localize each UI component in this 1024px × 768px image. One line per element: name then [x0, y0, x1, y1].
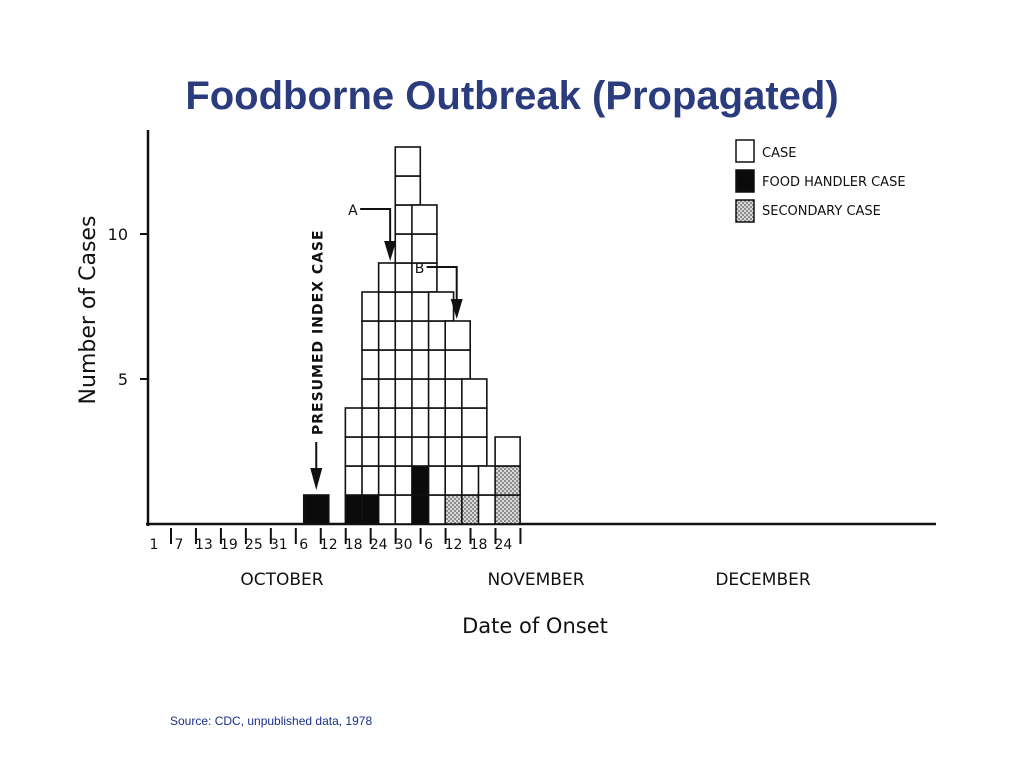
bar-cell-food-handler [302, 494, 330, 525]
bar-cell-case [461, 407, 488, 438]
x-ticks: 1 7 13 19 25 31 6 12 18 24 30 6 12 18 24 [150, 528, 522, 553]
x-tick-label: 19 [220, 537, 238, 553]
bar-cell-case [411, 233, 438, 264]
y-ticks: 5 10 [108, 225, 148, 389]
bar-cell-case [394, 175, 422, 206]
month-label-december: DECEMBER [715, 570, 811, 590]
annotation-b-label: B [415, 261, 425, 277]
epidemic-curve-chart: 5 10 1 7 13 19 25 31 6 12 18 24 30 6 12 18 24 PRESUMED … [76, 130, 936, 638]
legend: CASE FOOD HANDLER CASE SECONDARY CASE [735, 139, 906, 223]
bar-cell-case [461, 436, 488, 467]
annotation-a-arrowhead [384, 241, 397, 261]
x-tick-label: 1 [150, 537, 159, 553]
x-axis-title: Date of Onset [462, 614, 608, 638]
bar-cell-case [394, 146, 422, 177]
x-tick-label: 24 [495, 537, 513, 553]
source-note: Source: CDC, unpublished data, 1978 [170, 714, 373, 728]
x-tick-label: 18 [470, 537, 488, 553]
x-tick-label: 31 [270, 537, 288, 553]
y-tick-label: 10 [108, 225, 128, 244]
x-tick-label: 6 [424, 537, 433, 553]
annotation-b-arrowhead [450, 299, 463, 319]
bar-cell-case [461, 378, 488, 409]
annotation-a-label: A [348, 203, 358, 219]
annotations: PRESUMED INDEX CASE A B [310, 203, 463, 490]
bar-cell-case [444, 349, 472, 380]
x-tick-label: 13 [195, 537, 213, 553]
bar-cell-secondary [494, 494, 521, 525]
x-tick-label: 25 [245, 537, 263, 553]
x-tick-label: 30 [395, 537, 413, 553]
legend-label-case: CASE [762, 146, 796, 161]
bar-cell-case [411, 204, 438, 235]
bar-cell-case [444, 320, 472, 351]
bar-cell-case [494, 436, 521, 467]
x-tick-label: 12 [320, 537, 338, 553]
annotation-index-case-arrowhead [310, 468, 323, 490]
bar-cell-case [427, 291, 455, 322]
x-tick-label: 18 [345, 537, 363, 553]
x-tick-label: 24 [370, 537, 388, 553]
legend-swatch-secondary [735, 199, 755, 223]
bar-cell-secondary [494, 465, 521, 496]
slide-title: Foodborne Outbreak (Propagated) [185, 74, 839, 118]
legend-swatch-case [735, 139, 755, 163]
y-tick-label: 5 [118, 370, 128, 389]
month-label-november: NOVEMBER [487, 570, 584, 590]
x-tick-label: 12 [445, 537, 463, 553]
x-tick-label: 6 [299, 537, 308, 553]
y-axis-title: Number of Cases [76, 216, 101, 405]
x-tick-label: 7 [174, 537, 183, 553]
month-label-october: OCTOBER [240, 570, 323, 590]
legend-label-secondary: SECONDARY CASE [762, 204, 881, 219]
annotation-b-arrow [426, 266, 458, 303]
bars [302, 146, 521, 525]
legend-swatch-food-handler [735, 169, 755, 193]
annotation-a-arrow [360, 208, 392, 245]
legend-label-food-handler: FOOD HANDLER CASE [762, 175, 906, 190]
annotation-index-case-label: PRESUMED INDEX CASE [310, 229, 326, 435]
